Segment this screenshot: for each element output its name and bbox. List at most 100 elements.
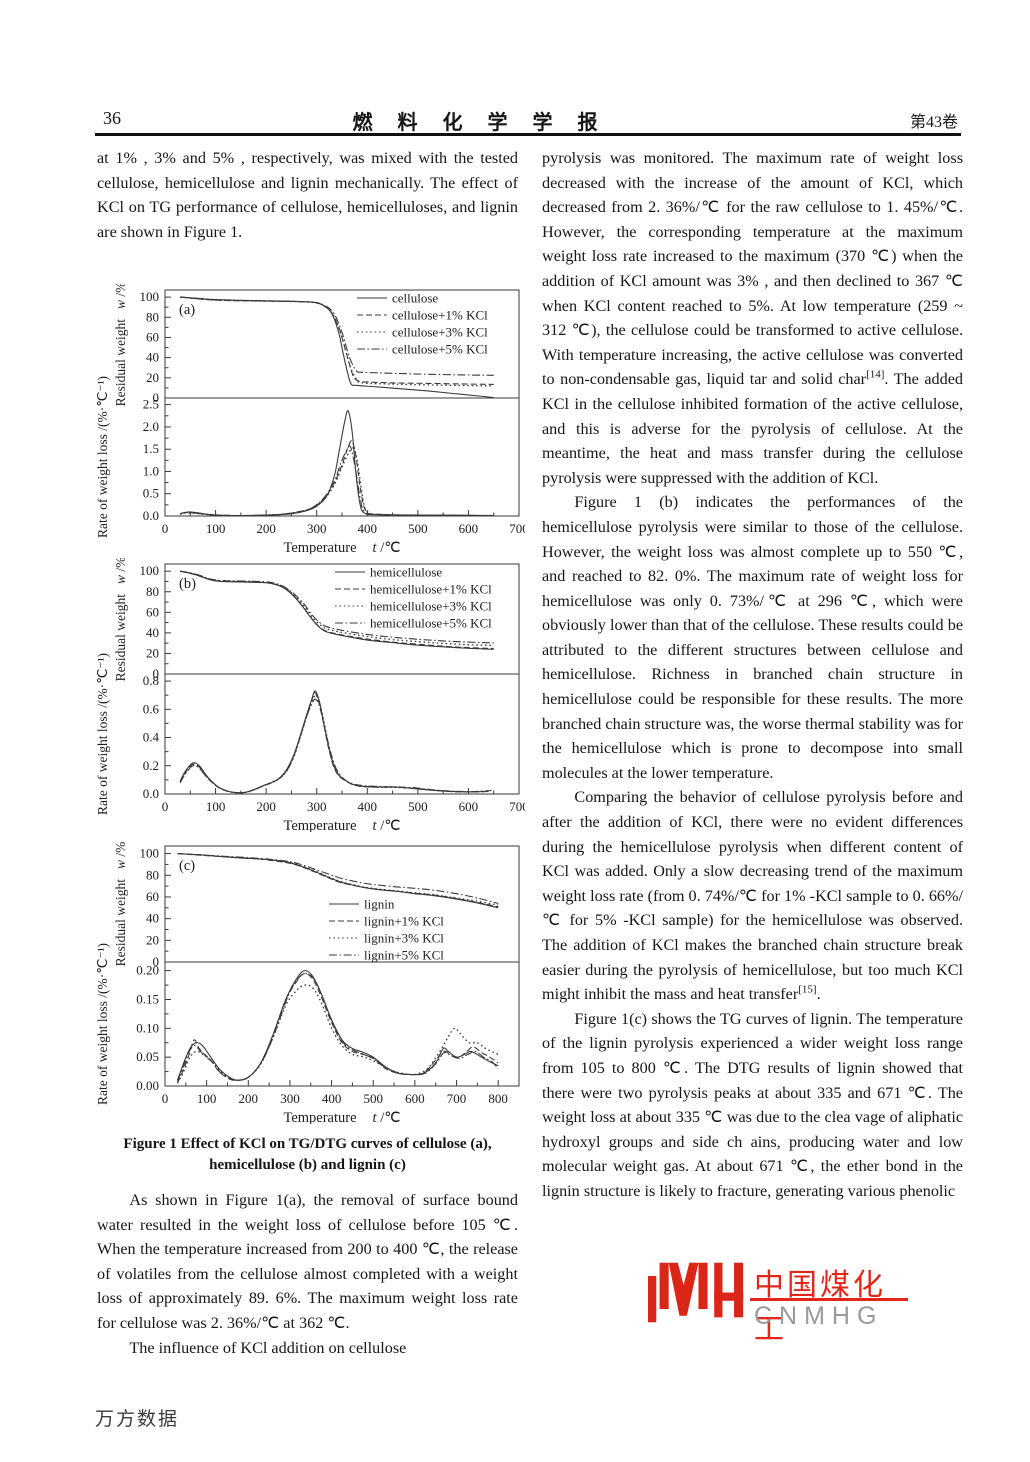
- svg-text:0: 0: [162, 799, 169, 814]
- figure-1b: 0 20 40 60 80 100 0.0 0.2 0.4 0.6 0.8 0 100 200 300 400…: [95, 558, 525, 832]
- series-hemicellulose+5% KCl: [179, 698, 492, 794]
- cnmhg-watermark: 中国煤化工 CNMHG: [648, 1258, 918, 1346]
- svg-text:100: 100: [197, 1091, 217, 1106]
- journal-title: 燃 料 化 学 学 报: [352, 112, 608, 134]
- paragraph: at 1% , 3% and 5% , respectively, was mi…: [97, 149, 518, 241]
- svg-text:cellulose: cellulose: [392, 291, 438, 306]
- svg-text:200: 200: [256, 521, 276, 536]
- svg-text:2.0: 2.0: [143, 419, 159, 434]
- series-hemicellulose: [179, 690, 489, 794]
- left-column-top: at 1% , 3% and 5% , respectively, was mi…: [97, 146, 518, 244]
- svg-text:500: 500: [408, 799, 428, 814]
- svg-text:40: 40: [146, 911, 159, 926]
- axes: [164, 563, 520, 795]
- series-lignin+3% KCl: [177, 852, 499, 906]
- wanfang-scan-mark: 万方数据: [95, 1409, 180, 1430]
- svg-text:cellulose+3% KCl: cellulose+3% KCl: [392, 325, 488, 340]
- series-hemicellulose+5% KCl: [180, 570, 494, 644]
- svg-text:0.5: 0.5: [143, 486, 159, 501]
- svg-text:700: 700: [509, 799, 525, 814]
- svg-text:80: 80: [146, 584, 159, 599]
- svg-text:400: 400: [358, 521, 378, 536]
- svg-text:cellulose+5% KCl: cellulose+5% KCl: [392, 342, 488, 357]
- paragraph: Comparing the behavior of cellulose pyro…: [542, 788, 963, 1004]
- volume-label: 第43卷: [909, 114, 958, 131]
- svg-text:Residual weightw /%: Residual weightw /%: [113, 842, 128, 967]
- svg-text:60: 60: [146, 604, 159, 619]
- series-hemicellulose+3% KCl: [179, 694, 492, 794]
- series-hemicellulose+3% KCl: [180, 570, 494, 647]
- series-lignin+1% KCl: [176, 972, 499, 1084]
- svg-text:1.5: 1.5: [143, 441, 159, 456]
- svg-text:lignin: lignin: [364, 897, 395, 912]
- svg-text:0.0: 0.0: [143, 508, 159, 523]
- svg-text:Residual weightw /%: Residual weightw /%: [113, 284, 128, 406]
- figure-1c: 0 20 40 60 80 100 0.00 0.05 0.10 0.15 0.20 0 100 200 3…: [95, 840, 525, 1124]
- svg-text:700: 700: [509, 521, 525, 536]
- svg-text:600: 600: [459, 521, 479, 536]
- series-lignin+5% KCl: [176, 972, 499, 1082]
- series-cellulose: [180, 410, 494, 517]
- svg-text:0.6: 0.6: [143, 701, 160, 716]
- figure-1a: 0 20 40 60 80 100 0.0 0.5 1.0 1.5 2.0 2.5 0 100 200 300…: [95, 284, 525, 554]
- svg-text:0.20: 0.20: [136, 963, 159, 978]
- svg-text:200: 200: [256, 799, 276, 814]
- svg-text:800: 800: [488, 1091, 508, 1106]
- svg-text:Residual weightw /%: Residual weightw /%: [113, 558, 128, 681]
- axes: [164, 289, 520, 517]
- svg-text:lignin+3% KCl: lignin+3% KCl: [364, 931, 444, 946]
- svg-text:0.0: 0.0: [143, 786, 159, 801]
- svg-text:40: 40: [146, 350, 159, 365]
- svg-text:100: 100: [140, 563, 160, 578]
- series-hemicellulose+1% KCl: [179, 691, 489, 794]
- svg-text:0: 0: [153, 666, 160, 681]
- svg-text:40: 40: [146, 625, 159, 640]
- axes: [164, 845, 520, 1087]
- svg-text:100: 100: [140, 289, 160, 304]
- svg-text:80: 80: [146, 309, 159, 324]
- paragraph: Figure 1(c) shows the TG curves of ligni…: [542, 1009, 963, 1200]
- series-cellulose+5% KCl: [180, 296, 494, 376]
- svg-text:20: 20: [146, 932, 159, 947]
- svg-text:400: 400: [322, 1091, 342, 1106]
- paragraph: Figure 1 (b) indicates the performances …: [542, 493, 963, 782]
- svg-text:0.4: 0.4: [143, 730, 160, 745]
- figure-caption-line1: Figure 1 Effect of KCl on TG/DTG curves …: [123, 1136, 492, 1152]
- svg-text:700: 700: [447, 1091, 467, 1106]
- svg-text:0: 0: [162, 1091, 169, 1106]
- series-cellulose+1% KCl: [180, 296, 494, 385]
- svg-text:Rate of weight loss /(%·℃⁻¹): Rate of weight loss /(%·℃⁻¹): [95, 376, 110, 538]
- svg-text:0.8: 0.8: [143, 673, 159, 688]
- svg-text:60: 60: [146, 329, 159, 344]
- figure-caption-line2: hemicellulose (b) and lignin (c): [209, 1157, 406, 1173]
- svg-text:100: 100: [206, 521, 226, 536]
- series-lignin+3% KCl: [176, 984, 499, 1084]
- header-rule: [95, 133, 961, 136]
- svg-text:0.15: 0.15: [136, 991, 159, 1006]
- svg-text:0: 0: [153, 390, 160, 405]
- series-cellulose+5% KCl: [180, 445, 494, 517]
- series-lignin: [176, 970, 499, 1081]
- svg-text:(b): (b): [179, 576, 196, 592]
- svg-text:600: 600: [405, 1091, 425, 1106]
- svg-text:0: 0: [162, 521, 169, 536]
- watermark-underline: [750, 1298, 908, 1301]
- svg-text:lignin+1% KCl: lignin+1% KCl: [364, 914, 444, 929]
- legend: hemicellulose hemicellulose+1% KCl hemicel…: [335, 565, 492, 631]
- legend: lignin lignin+1% KCl lignin+3% KCl lignin+5…: [329, 897, 444, 963]
- right-column: pyrolysis was monitored. The maximum rat…: [542, 146, 963, 1204]
- svg-text:80: 80: [146, 867, 159, 882]
- svg-text:lignin+5% KCl: lignin+5% KCl: [364, 948, 444, 963]
- legend: cellulose cellulose+1% KCl cellulose+3% KC…: [357, 291, 488, 357]
- svg-text:hemicellulose: hemicellulose: [370, 565, 442, 580]
- svg-text:500: 500: [363, 1091, 383, 1106]
- svg-text:500: 500: [408, 521, 428, 536]
